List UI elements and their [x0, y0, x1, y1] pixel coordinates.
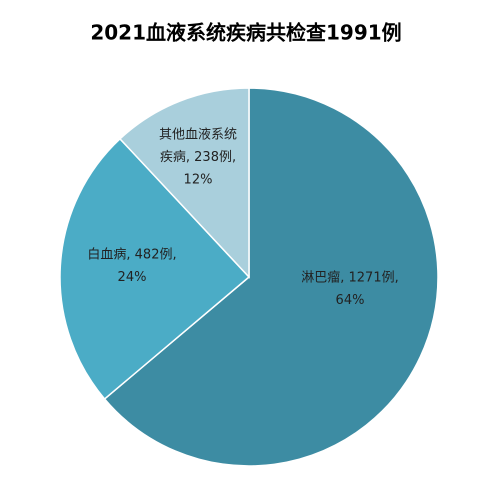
chart-title: 2021血液系统疾病共检查1991例 — [90, 21, 401, 45]
data-label: 12% — [184, 173, 213, 188]
pie-slice — [103, 87, 439, 467]
data-label: 64% — [336, 293, 365, 308]
pie-slice — [59, 137, 251, 401]
data-label: 淋巴瘤, 1271例, — [301, 270, 398, 286]
data-label: 白血病, 482例, — [87, 247, 176, 263]
data-label: 疾病, 238例, — [160, 150, 236, 165]
data-label: 24% — [118, 270, 147, 285]
data-label: 其他血液系统 — [159, 128, 237, 143]
pie-slice — [118, 87, 250, 279]
